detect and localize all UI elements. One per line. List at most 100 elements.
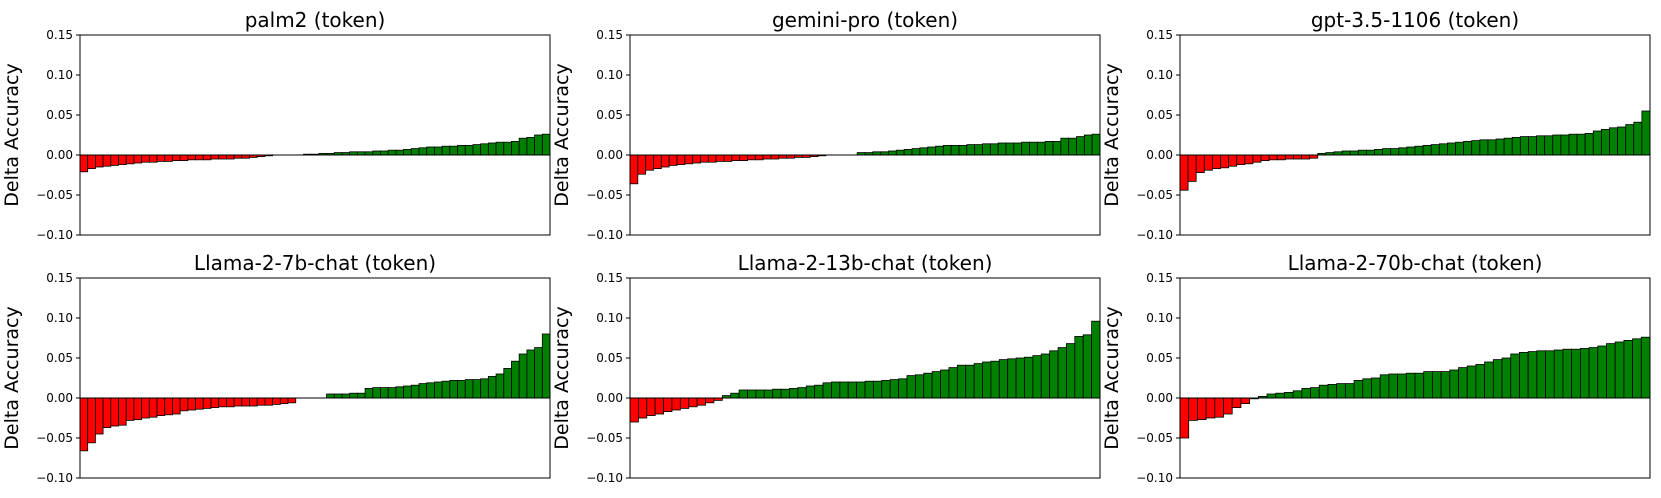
bar <box>1466 365 1477 399</box>
bar <box>1458 367 1468 399</box>
bar <box>434 381 443 399</box>
y-tick-label: 0.10 <box>1146 68 1173 82</box>
bar <box>133 154 143 164</box>
y-tick-label: 0.05 <box>1146 108 1173 122</box>
bar <box>684 154 694 165</box>
bar <box>965 364 975 399</box>
bar <box>1487 139 1497 156</box>
bar <box>1606 343 1616 399</box>
bar <box>1382 148 1392 156</box>
bar <box>1479 139 1489 156</box>
y-axis-label: Delta Accuracy <box>1101 306 1123 449</box>
bar <box>141 397 150 419</box>
bar <box>671 397 681 411</box>
bar <box>1495 138 1505 156</box>
bar <box>1049 350 1059 399</box>
bar <box>966 144 976 156</box>
bar <box>102 397 112 429</box>
bar <box>888 150 897 156</box>
bar <box>805 385 816 399</box>
bar <box>79 154 89 173</box>
bar <box>864 380 874 399</box>
bar <box>1044 140 1054 156</box>
bar <box>148 154 158 163</box>
bar <box>1032 355 1042 399</box>
bar <box>982 361 992 399</box>
y-tick-label: −0.10 <box>36 471 73 485</box>
y-axis-label: Delta Accuracy <box>551 63 573 206</box>
axes-frame <box>629 277 1101 479</box>
bar <box>1398 147 1408 156</box>
bar <box>1344 383 1355 399</box>
bar <box>410 148 420 156</box>
bar <box>87 154 96 170</box>
bar <box>1083 134 1093 156</box>
bar <box>1187 154 1197 182</box>
bar <box>956 364 967 399</box>
bar <box>1284 391 1294 399</box>
bar <box>534 134 543 156</box>
bar <box>133 397 143 421</box>
y-tick-label: 0.15 <box>46 271 73 285</box>
bar <box>1527 351 1538 399</box>
bar <box>1614 341 1625 399</box>
bar <box>755 389 765 399</box>
bar <box>738 389 748 399</box>
bar <box>1212 154 1221 170</box>
bar <box>164 397 173 416</box>
bar <box>372 387 381 399</box>
bar <box>164 154 173 162</box>
bar <box>1082 334 1092 399</box>
bar <box>156 154 166 162</box>
bar <box>982 143 991 156</box>
bar <box>1571 348 1581 399</box>
bar <box>172 154 181 161</box>
bar <box>518 137 528 156</box>
bar <box>95 397 104 435</box>
y-tick-label: 0.10 <box>46 68 73 82</box>
bar <box>195 397 204 410</box>
bar <box>279 397 289 404</box>
bar <box>1562 348 1573 399</box>
bar <box>1519 351 1529 399</box>
bar <box>418 383 428 399</box>
y-tick-label: 0.15 <box>46 28 73 42</box>
bar <box>856 381 866 399</box>
bar <box>1252 154 1262 163</box>
bar <box>1060 137 1070 156</box>
bar <box>1617 126 1627 156</box>
chart-title: Llama-2-7b-chat (token) <box>194 251 436 275</box>
bar <box>898 378 908 399</box>
bar <box>441 380 451 399</box>
chart-title: gpt-3.5-1106 (token) <box>1311 8 1519 32</box>
y-tick-label: 0.05 <box>596 108 623 122</box>
bar <box>1266 393 1277 399</box>
bar <box>1068 137 1077 156</box>
y-tick-label: 0.05 <box>596 351 623 365</box>
bar <box>935 145 944 156</box>
bar <box>1388 373 1398 399</box>
bar <box>881 379 891 399</box>
bar <box>940 369 950 399</box>
bar <box>487 142 497 156</box>
bar <box>187 397 196 411</box>
y-tick-label: 0.00 <box>46 148 73 162</box>
bar <box>1275 392 1285 399</box>
chart-title: Llama-2-70b-chat (token) <box>1288 251 1543 275</box>
bar <box>696 397 706 406</box>
bar <box>903 148 913 156</box>
bar <box>629 397 639 423</box>
bar <box>1501 357 1512 399</box>
bar <box>747 154 756 161</box>
bar <box>1013 142 1023 156</box>
bar <box>172 397 181 415</box>
y-tick-label: 0.00 <box>596 148 623 162</box>
bar <box>1510 353 1520 399</box>
bar <box>241 397 250 407</box>
bar <box>1197 397 1207 421</box>
bar <box>480 378 489 399</box>
y-tick-label: −0.05 <box>36 188 73 202</box>
y-tick-label: −0.10 <box>586 471 623 485</box>
bar <box>233 397 243 407</box>
bar <box>1284 154 1294 160</box>
